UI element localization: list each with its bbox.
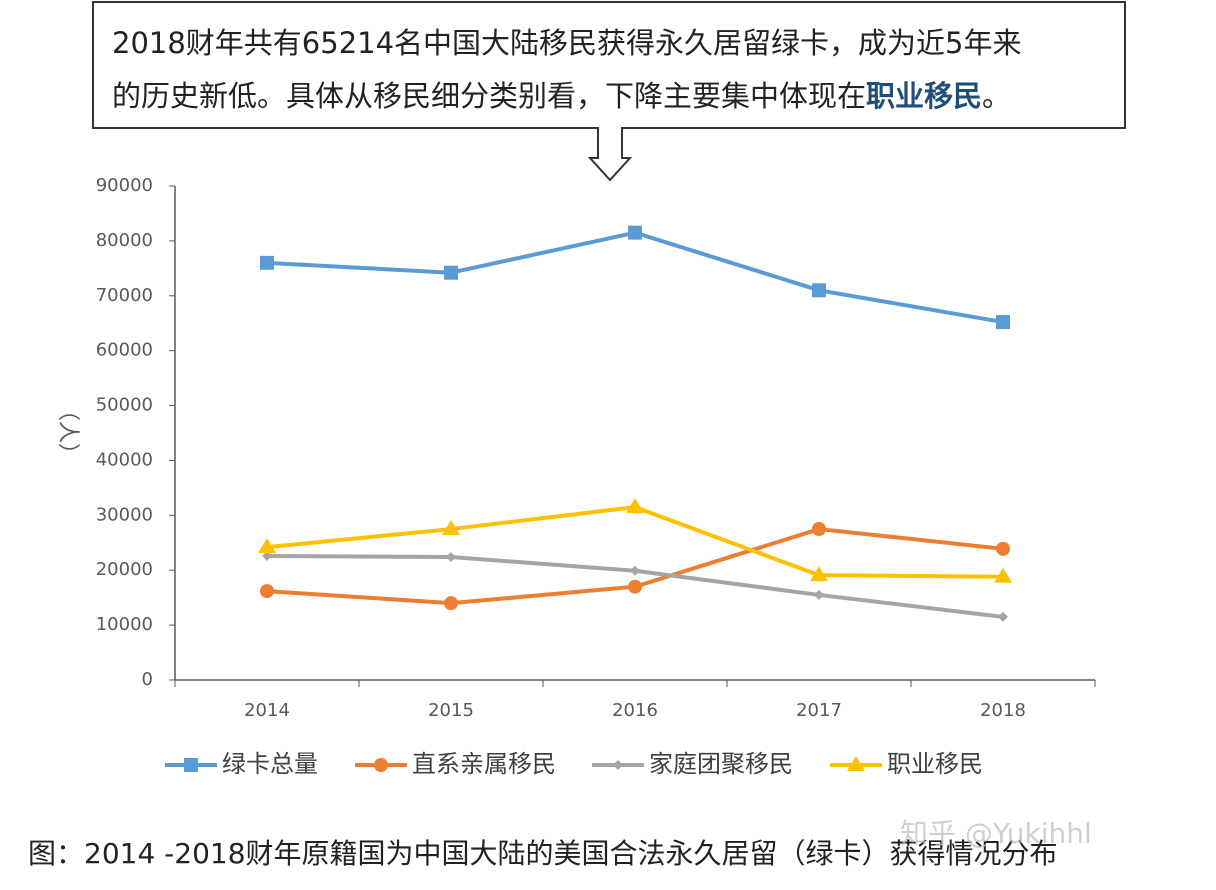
point [446, 552, 456, 563]
y-tick-label: 90000 [96, 175, 153, 196]
point [442, 520, 460, 536]
legend-marker [613, 760, 623, 770]
y-tick-label: 0 [142, 669, 153, 690]
point [444, 596, 458, 611]
callout-line: 2018财年共有65214名中国大陆移民获得永久居留绿卡，成为近5年来 [112, 26, 1022, 60]
legend-label: 职业移民 [887, 750, 983, 778]
y-tick-label: 10000 [96, 614, 153, 635]
y-tick-label: 70000 [96, 285, 153, 306]
line [266, 230, 1004, 325]
point [444, 265, 458, 280]
point [996, 541, 1010, 556]
point [998, 611, 1008, 622]
callout-highlight: 职业移民 [866, 79, 982, 113]
point [994, 567, 1012, 583]
callout-text: 。 [982, 79, 1011, 113]
point [812, 283, 826, 298]
point [810, 566, 828, 582]
point [262, 550, 272, 561]
point [628, 225, 642, 240]
caption: 图：2014 -2018财年原籍国为中国大陆的美国合法永久居留（绿卡）获得情况分… [28, 837, 1058, 870]
x-tick-label: 2018 [980, 700, 1026, 721]
y-tick-label: 40000 [96, 449, 153, 470]
point [630, 565, 640, 576]
legend-marker [847, 756, 865, 771]
point [260, 584, 274, 599]
point [628, 579, 642, 594]
callout-text: 的历史新低。具体从移民细分类别看，下降主要集中体现在 [112, 79, 866, 113]
y-axis-label: （人） [55, 399, 80, 465]
legend-label: 直系亲属移民 [412, 750, 556, 778]
legend-label: 家庭团聚移民 [649, 750, 793, 778]
point [626, 498, 644, 514]
x-tick-label: 2017 [796, 700, 842, 721]
y-tick-label: 30000 [96, 504, 153, 525]
watermark: 知乎 @Yukihhl [900, 817, 1092, 850]
point [812, 522, 826, 537]
y-tick-label: 60000 [96, 340, 153, 361]
y-tick-label: 20000 [96, 559, 153, 580]
callout-line: 的历史新低。具体从移民细分类别看，下降主要集中体现在职业移民。 [112, 79, 1011, 113]
callout-box [92, 1, 1126, 182]
x-tick-label: 2016 [612, 700, 658, 721]
y-tick-label: 80000 [96, 230, 153, 251]
x-tick-label: 2014 [244, 700, 290, 721]
point [260, 255, 274, 270]
point [814, 589, 824, 600]
x-tick-label: 2015 [428, 700, 474, 721]
y-tick-label: 50000 [96, 395, 153, 416]
legend-marker [184, 758, 198, 772]
legend-label: 绿卡总量 [222, 750, 318, 778]
point [996, 315, 1010, 330]
legend-marker [374, 758, 388, 772]
point [258, 538, 276, 554]
